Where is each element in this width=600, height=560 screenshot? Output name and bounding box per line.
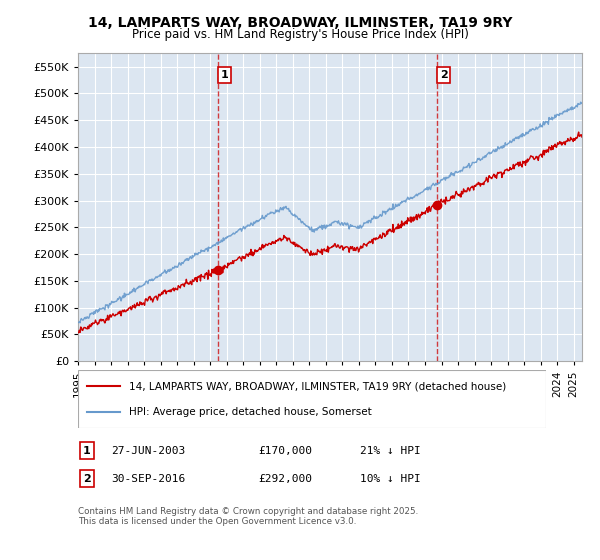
Text: 1: 1: [83, 446, 91, 456]
FancyBboxPatch shape: [78, 370, 546, 428]
Text: 30-SEP-2016: 30-SEP-2016: [111, 474, 185, 484]
Text: 2: 2: [440, 70, 448, 80]
Text: £170,000: £170,000: [258, 446, 312, 456]
Text: HPI: Average price, detached house, Somerset: HPI: Average price, detached house, Some…: [130, 407, 372, 417]
Text: 14, LAMPARTS WAY, BROADWAY, ILMINSTER, TA19 9RY (detached house): 14, LAMPARTS WAY, BROADWAY, ILMINSTER, T…: [130, 381, 507, 391]
Text: Price paid vs. HM Land Registry's House Price Index (HPI): Price paid vs. HM Land Registry's House …: [131, 28, 469, 41]
Text: 1: 1: [221, 70, 229, 80]
Text: 10% ↓ HPI: 10% ↓ HPI: [360, 474, 421, 484]
Text: Contains HM Land Registry data © Crown copyright and database right 2025.
This d: Contains HM Land Registry data © Crown c…: [78, 507, 418, 526]
Text: 27-JUN-2003: 27-JUN-2003: [111, 446, 185, 456]
Text: 21% ↓ HPI: 21% ↓ HPI: [360, 446, 421, 456]
Text: 2: 2: [83, 474, 91, 484]
Text: £292,000: £292,000: [258, 474, 312, 484]
Text: 14, LAMPARTS WAY, BROADWAY, ILMINSTER, TA19 9RY: 14, LAMPARTS WAY, BROADWAY, ILMINSTER, T…: [88, 16, 512, 30]
